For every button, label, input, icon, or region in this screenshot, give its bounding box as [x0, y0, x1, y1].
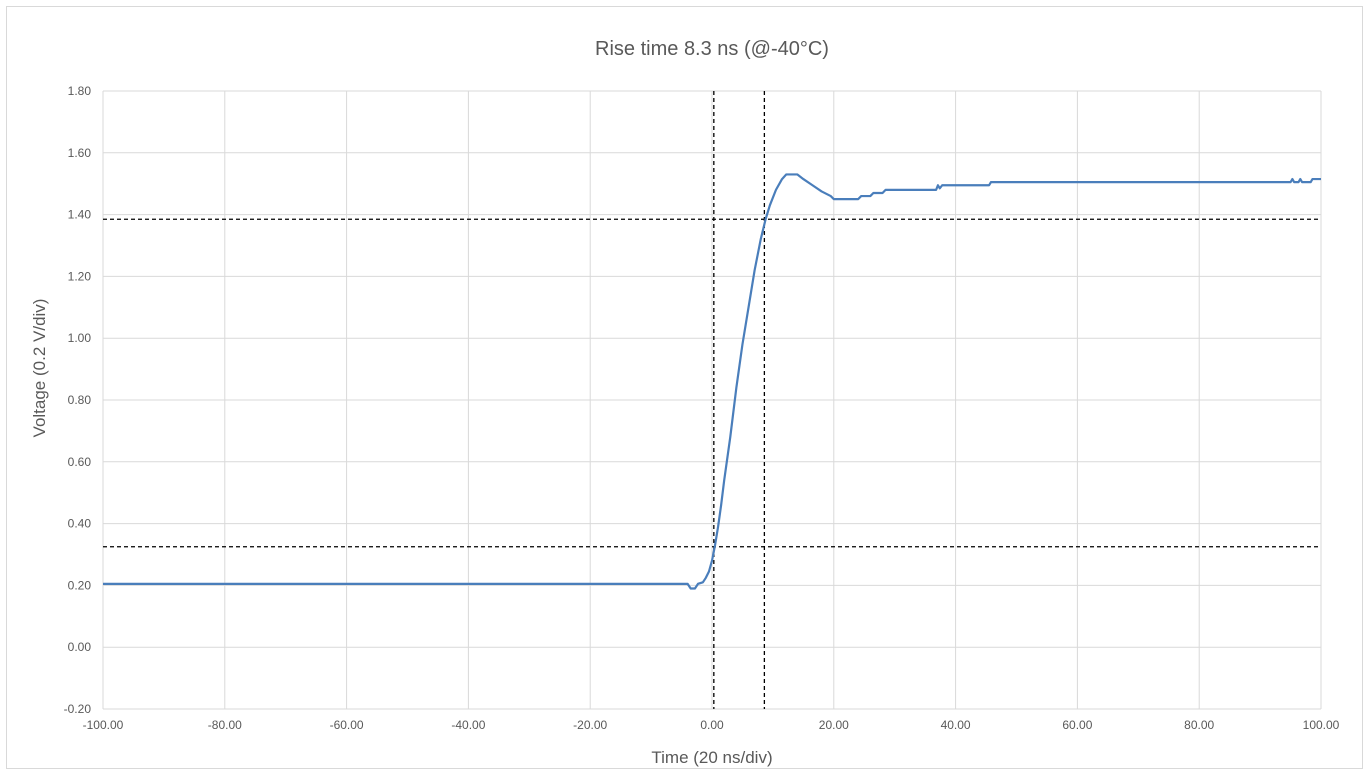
x-tick-label: 100.00	[1303, 718, 1340, 732]
voltage-series-line	[103, 173, 1321, 590]
chart-frame	[6, 6, 1363, 769]
x-tick-label: -20.00	[573, 718, 607, 732]
x-tick-label: 60.00	[1062, 718, 1092, 732]
y-tick-label: 1.20	[68, 269, 92, 283]
gridlines	[102, 90, 1322, 710]
y-tick-label: -0.20	[64, 702, 92, 716]
x-tick-label: 0.00	[700, 718, 724, 732]
x-tick-label: 80.00	[1184, 718, 1214, 732]
x-tick-label: -100.00	[83, 718, 124, 732]
data-series	[103, 173, 1321, 590]
x-tick-label: 20.00	[819, 718, 849, 732]
reference-lines	[103, 91, 1321, 709]
y-tick-label: 0.00	[68, 640, 92, 654]
y-tick-label: 1.60	[68, 146, 92, 160]
y-tick-labels: -0.20 0.00 0.20 0.40 0.60 0.80 1.00 1.20 1.40 1.6…	[64, 84, 92, 716]
y-tick-label: 1.80	[68, 84, 92, 98]
y-tick-label: 1.40	[68, 208, 92, 222]
x-tick-labels: -100.00 -80.00 -60.00 -40.00 -20.00 0.00 20.00…	[83, 718, 1340, 732]
y-tick-label: 1.00	[68, 331, 92, 345]
y-tick-label: 0.60	[68, 455, 92, 469]
x-tick-label: -40.00	[451, 718, 485, 732]
x-tick-label: -80.00	[208, 718, 242, 732]
x-tick-label: -60.00	[330, 718, 364, 732]
chart-title: Rise time 8.3 ns (@-40°C)	[595, 38, 829, 60]
x-axis-title: Time (20 ns/div)	[651, 748, 772, 767]
y-tick-label: 0.20	[68, 578, 92, 592]
y-tick-label: 0.80	[68, 393, 92, 407]
y-axis-title: Voltage (0.2 V/div)	[30, 299, 49, 438]
y-tick-label: 0.40	[68, 517, 92, 531]
x-tick-label: 40.00	[941, 718, 971, 732]
